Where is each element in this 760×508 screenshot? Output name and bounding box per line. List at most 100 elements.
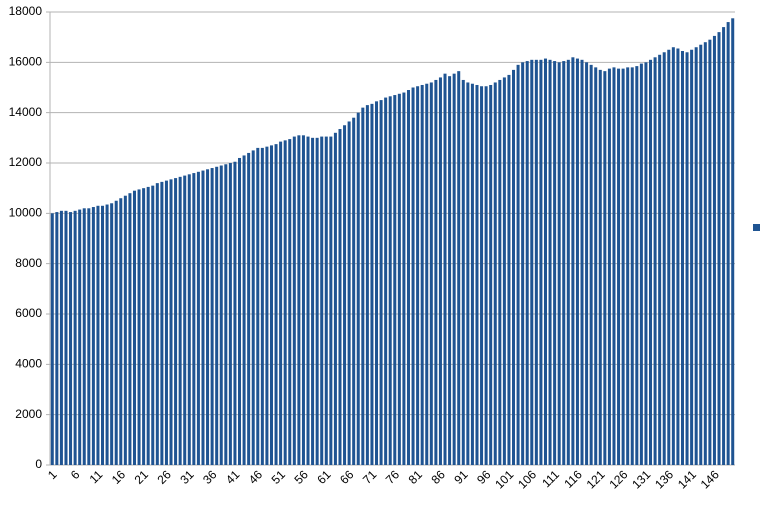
x-tick-label: 71 (360, 467, 380, 487)
bar (73, 210, 77, 465)
bar (420, 84, 424, 465)
y-tick-label: 12000 (9, 155, 43, 169)
x-tick-label: 21 (132, 467, 152, 487)
bar (717, 32, 721, 466)
x-tick-label: 76 (383, 467, 403, 487)
bar (137, 189, 141, 466)
bar (292, 136, 296, 465)
bar (155, 183, 159, 465)
bar (347, 121, 351, 465)
x-tick-label: 91 (451, 467, 471, 487)
x-tick-label: 51 (269, 467, 289, 487)
x-tick-label: 36 (200, 467, 220, 487)
bar (653, 57, 657, 466)
bar (411, 87, 415, 465)
x-tick-label: 16 (109, 467, 129, 487)
bar (489, 84, 493, 465)
bar (607, 68, 611, 465)
bar (370, 103, 374, 465)
bar (356, 112, 360, 466)
bar (676, 48, 680, 465)
x-tick-label: 136 (652, 467, 676, 491)
bar (132, 190, 136, 465)
bar (87, 208, 91, 466)
bar (685, 52, 689, 466)
x-tick-label: 11 (87, 467, 106, 486)
bar (297, 135, 301, 466)
bar (215, 166, 219, 465)
bar (365, 105, 369, 465)
bar (78, 209, 82, 465)
bar (553, 61, 557, 465)
bar (315, 137, 319, 466)
bar (279, 141, 283, 465)
bar (452, 73, 456, 466)
bar (265, 146, 269, 465)
bar (210, 168, 214, 466)
bar (594, 67, 598, 465)
y-tick-label: 14000 (9, 105, 43, 119)
bar (178, 176, 182, 465)
bar (64, 210, 68, 465)
bar (142, 188, 146, 465)
bar (274, 144, 278, 465)
x-tick-label: 101 (492, 467, 516, 491)
bar (146, 186, 150, 466)
bar (571, 57, 575, 466)
x-tick-label: 146 (698, 467, 722, 491)
bar (55, 212, 59, 465)
bar (694, 47, 698, 465)
bar (384, 97, 388, 466)
bar (105, 204, 109, 465)
bar (301, 135, 305, 466)
x-tick-label: 141 (675, 467, 699, 491)
bar (548, 59, 552, 466)
bar (416, 86, 420, 465)
x-tick-label: 56 (291, 467, 311, 487)
bar (91, 207, 95, 465)
bar (123, 195, 127, 465)
x-tick-label: 131 (629, 467, 653, 491)
x-tick-label: 126 (606, 467, 630, 491)
bar (434, 79, 438, 465)
bar (575, 58, 579, 465)
y-tick-label: 0 (35, 457, 42, 471)
bar (484, 86, 488, 465)
bar (475, 84, 479, 465)
bar (425, 83, 429, 465)
x-tick-label: 46 (246, 467, 266, 487)
bar (311, 137, 315, 466)
bar (187, 174, 191, 465)
x-tick-label: 116 (561, 467, 585, 491)
bar (174, 178, 178, 465)
x-tick-label: 31 (177, 467, 197, 487)
bar (543, 58, 547, 465)
y-tick-label: 4000 (15, 357, 42, 371)
bar (402, 92, 406, 466)
x-tick-label: 61 (314, 467, 334, 487)
y-tick-label: 2000 (15, 407, 42, 421)
bar (644, 62, 648, 465)
bar (566, 59, 570, 466)
bar (639, 63, 643, 465)
bar (429, 82, 433, 465)
bar (324, 136, 328, 465)
legend-marker (753, 224, 760, 231)
bar (557, 62, 561, 465)
x-tick-label: 81 (406, 467, 426, 487)
bar (110, 203, 114, 465)
bar (343, 125, 347, 465)
bar (256, 147, 260, 465)
bar (617, 68, 621, 465)
bar (612, 67, 616, 465)
bar (352, 117, 356, 465)
x-tick-label: 1 (45, 467, 60, 482)
bar (196, 171, 200, 465)
bar (397, 93, 401, 466)
bar (448, 76, 452, 466)
bar (82, 208, 86, 466)
bar (283, 140, 287, 465)
bar (438, 77, 442, 465)
bar (708, 39, 712, 465)
bar (96, 205, 100, 466)
